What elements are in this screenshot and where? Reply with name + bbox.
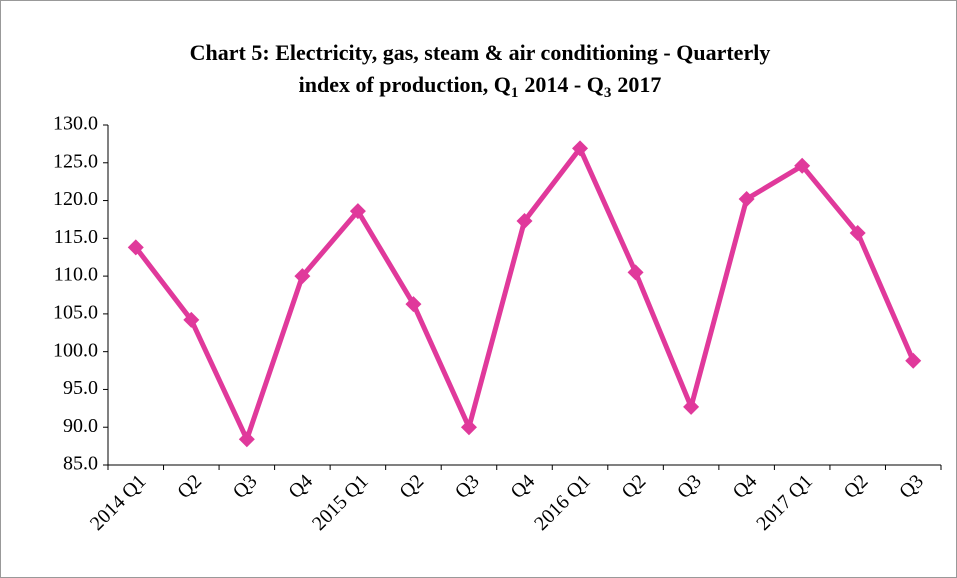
point-marker bbox=[516, 212, 533, 229]
y-tick-label: 85.0 bbox=[63, 453, 98, 475]
title-subscript: 1 bbox=[511, 85, 519, 101]
point-marker bbox=[572, 140, 589, 157]
chart-title: index of production, Q1 2014 - Q3 2017 bbox=[299, 72, 662, 101]
y-tick-label: 90.0 bbox=[63, 415, 98, 437]
point-marker bbox=[849, 225, 866, 242]
y-tick-label: 105.0 bbox=[53, 301, 98, 323]
title-part: 2017 bbox=[617, 72, 661, 97]
y-tick-label: 115.0 bbox=[54, 226, 98, 248]
chart-title: Chart 5: Electricity, gas, steam & air c… bbox=[190, 40, 771, 65]
point-marker bbox=[127, 239, 144, 256]
y-tick-label: 120.0 bbox=[53, 188, 98, 210]
point-marker bbox=[183, 311, 200, 328]
y-tick-label: 100.0 bbox=[53, 339, 98, 361]
point-marker bbox=[349, 203, 366, 220]
y-tick-label: 95.0 bbox=[63, 377, 98, 399]
point-marker bbox=[627, 264, 644, 281]
title-subscript: 3 bbox=[604, 85, 612, 101]
point-marker bbox=[905, 352, 922, 369]
title-part: 2014 - Q bbox=[524, 72, 603, 97]
point-marker bbox=[405, 296, 422, 313]
point-marker bbox=[238, 431, 255, 448]
y-tick-label: 125.0 bbox=[53, 150, 98, 172]
point-marker bbox=[460, 419, 477, 436]
title-part: index of production, Q bbox=[299, 72, 511, 97]
point-marker bbox=[683, 398, 700, 415]
point-marker bbox=[738, 191, 755, 208]
y-tick-label: 110.0 bbox=[54, 264, 98, 286]
point-marker bbox=[294, 268, 311, 285]
y-tick-label: 130.0 bbox=[53, 113, 98, 135]
point-marker bbox=[794, 157, 811, 174]
